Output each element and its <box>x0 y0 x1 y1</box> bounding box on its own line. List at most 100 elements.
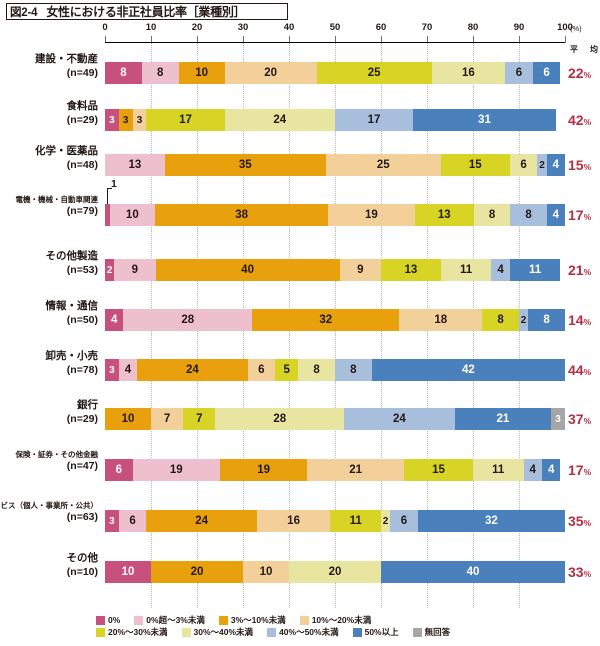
bar-segment[interactable]: 11 <box>472 459 524 481</box>
stacked-bar[interactable]: 3 3 3 17 24 17 31 <box>105 109 565 131</box>
bar-segment[interactable]: 35 <box>164 154 326 176</box>
bar-segment[interactable]: 7 <box>151 408 184 430</box>
bar-segment[interactable]: 32 <box>417 510 565 532</box>
bar-segment[interactable]: 16 <box>256 510 331 532</box>
legend-row1-item[interactable]: 10%〜20%未満 <box>299 616 371 625</box>
stacked-bar[interactable]: 10 20 10 20 40 <box>105 561 565 583</box>
legend-row2-item[interactable]: 50%以上 <box>352 628 399 637</box>
bar-segment[interactable]: 4 <box>523 459 542 481</box>
bar-segment[interactable]: 6 <box>509 154 538 176</box>
bar-segment[interactable]: 3 <box>105 109 119 131</box>
legend-row2-item[interactable]: 30%〜40%未満 <box>181 628 253 637</box>
legend-row2-item[interactable]: 無回答 <box>412 628 450 637</box>
bar-segment[interactable]: 20 <box>289 561 381 583</box>
bar-segment[interactable]: 40 <box>155 259 340 281</box>
bar-segment[interactable]: 17 <box>334 109 414 131</box>
stacked-bar[interactable]: 10 7 7 28 24 21 3 <box>105 408 565 430</box>
legend-row2-item[interactable]: 20%〜30%未満 <box>96 628 168 637</box>
bar-segment[interactable]: 15 <box>403 459 473 481</box>
bar-segment[interactable]: 5 <box>275 359 299 381</box>
bar-segment[interactable]: 8 <box>473 204 511 226</box>
bar-segment[interactable]: 19 <box>219 459 308 481</box>
bar-segment[interactable]: 38 <box>155 204 329 226</box>
bar-segment[interactable]: 4 <box>541 459 561 481</box>
stacked-bar[interactable]: 6 19 19 21 15 11 4 4 <box>105 459 565 481</box>
bar-segment[interactable]: 4 <box>105 309 124 331</box>
stacked-bar[interactable]: 8 8 10 20 25 16 6 6 <box>105 62 565 84</box>
bar-segment[interactable]: 19 <box>328 204 415 226</box>
bar-segment[interactable]: 25 <box>316 62 432 84</box>
bar-segment[interactable]: 8 <box>528 309 565 331</box>
bar-segment[interactable]: 8 <box>510 204 547 226</box>
bar-segment[interactable]: 32 <box>252 309 400 331</box>
bar-segment[interactable]: 4 <box>491 259 510 281</box>
stacked-bar[interactable]: 13 35 25 15 6 2 4 <box>105 154 565 176</box>
bar-segment[interactable]: 10 <box>178 62 225 84</box>
bar-segment[interactable]: 42 <box>371 359 565 381</box>
bar-segment[interactable]: 16 <box>431 62 506 84</box>
bar-segment[interactable]: 40 <box>381 561 565 583</box>
bar-segment[interactable]: 6 <box>532 62 561 84</box>
bar-segment[interactable]: 21 <box>454 408 552 430</box>
bar-segment[interactable]: 13 <box>414 204 474 226</box>
bar-segment[interactable]: 4 <box>546 204 565 226</box>
bar-segment[interactable]: 2 <box>380 510 391 532</box>
bar-segment[interactable]: 31 <box>413 109 556 131</box>
bar-segment[interactable]: 11 <box>330 510 381 532</box>
bar-segment[interactable]: 24 <box>224 109 335 131</box>
bar-segment[interactable]: 3 <box>118 109 133 131</box>
bar-segment[interactable]: 6 <box>118 510 147 532</box>
bar-segment[interactable]: 3 <box>132 109 147 131</box>
stacked-bar[interactable]: 10 38 19 13 8 8 4 <box>105 204 565 226</box>
bar-segment[interactable]: 6 <box>390 510 418 532</box>
bar-segment[interactable]: 3 <box>551 408 565 430</box>
bar-segment[interactable]: 6 <box>247 359 276 381</box>
bar-segment[interactable]: 24 <box>146 510 257 532</box>
bar-segment[interactable]: 28 <box>215 408 345 430</box>
bar-segment[interactable]: 4 <box>546 154 565 176</box>
legend-row1-item[interactable]: 0%超〜3%未満 <box>134 616 205 625</box>
bar-segment[interactable]: 8 <box>334 359 372 381</box>
bar-segment[interactable]: 9 <box>339 259 381 281</box>
bar-segment[interactable]: 21 <box>307 459 404 481</box>
bar-segment[interactable]: 24 <box>137 359 248 381</box>
bar-segment[interactable]: 8 <box>141 62 179 84</box>
bar-segment[interactable]: 10 <box>243 561 289 583</box>
stacked-bar[interactable]: 2 9 40 9 13 11 4 11 <box>105 259 565 281</box>
bar-segment[interactable]: 10 <box>105 561 151 583</box>
bar-segment[interactable]: 6 <box>105 459 133 481</box>
legend-row2-item[interactable]: 40%〜50%未満 <box>267 628 339 637</box>
bar-segment[interactable]: 3 <box>105 510 119 532</box>
bar-segment[interactable]: 2 <box>518 309 529 331</box>
bar-segment[interactable]: 19 <box>132 459 220 481</box>
legend-row1-item[interactable]: 0% <box>96 616 120 625</box>
bar-segment[interactable]: 2 <box>537 154 547 176</box>
bar-segment[interactable]: 15 <box>440 154 510 176</box>
bar-segment[interactable]: 6 <box>505 62 533 84</box>
bar-segment[interactable]: 8 <box>482 309 519 331</box>
bar-segment[interactable]: 10 <box>109 204 156 226</box>
bar-segment[interactable]: 10 <box>105 408 151 430</box>
bar-segment[interactable]: 13 <box>380 259 441 281</box>
bar-segment[interactable]: 8 <box>105 62 142 84</box>
bar-segment[interactable] <box>105 204 110 226</box>
stacked-bar[interactable]: 3 4 24 6 5 8 8 42 <box>105 359 565 381</box>
legend-row1-item[interactable]: 3%〜10%未満 <box>218 616 286 625</box>
bar-segment[interactable]: 11 <box>440 259 492 281</box>
bar-segment[interactable]: 20 <box>224 62 317 84</box>
bar-segment[interactable]: 20 <box>151 561 243 583</box>
bar-segment[interactable]: 9 <box>114 259 156 281</box>
stacked-bar[interactable]: 3 6 24 16 11 2 6 32 <box>105 510 565 532</box>
bar-segment[interactable]: 24 <box>344 408 455 430</box>
bar-segment[interactable]: 2 <box>105 259 115 281</box>
bar-segment[interactable]: 7 <box>183 408 216 430</box>
bar-segment[interactable]: 3 <box>105 359 119 381</box>
bar-segment[interactable]: 25 <box>325 154 441 176</box>
stacked-bar[interactable]: 4 28 32 18 8 2 8 <box>105 309 565 331</box>
bar-segment[interactable]: 4 <box>118 359 138 381</box>
bar-segment[interactable]: 28 <box>123 309 253 331</box>
bar-segment[interactable]: 17 <box>146 109 225 131</box>
bar-segment[interactable]: 18 <box>399 309 483 331</box>
bar-segment[interactable]: 11 <box>509 259 561 281</box>
bar-segment[interactable]: 13 <box>105 154 165 176</box>
